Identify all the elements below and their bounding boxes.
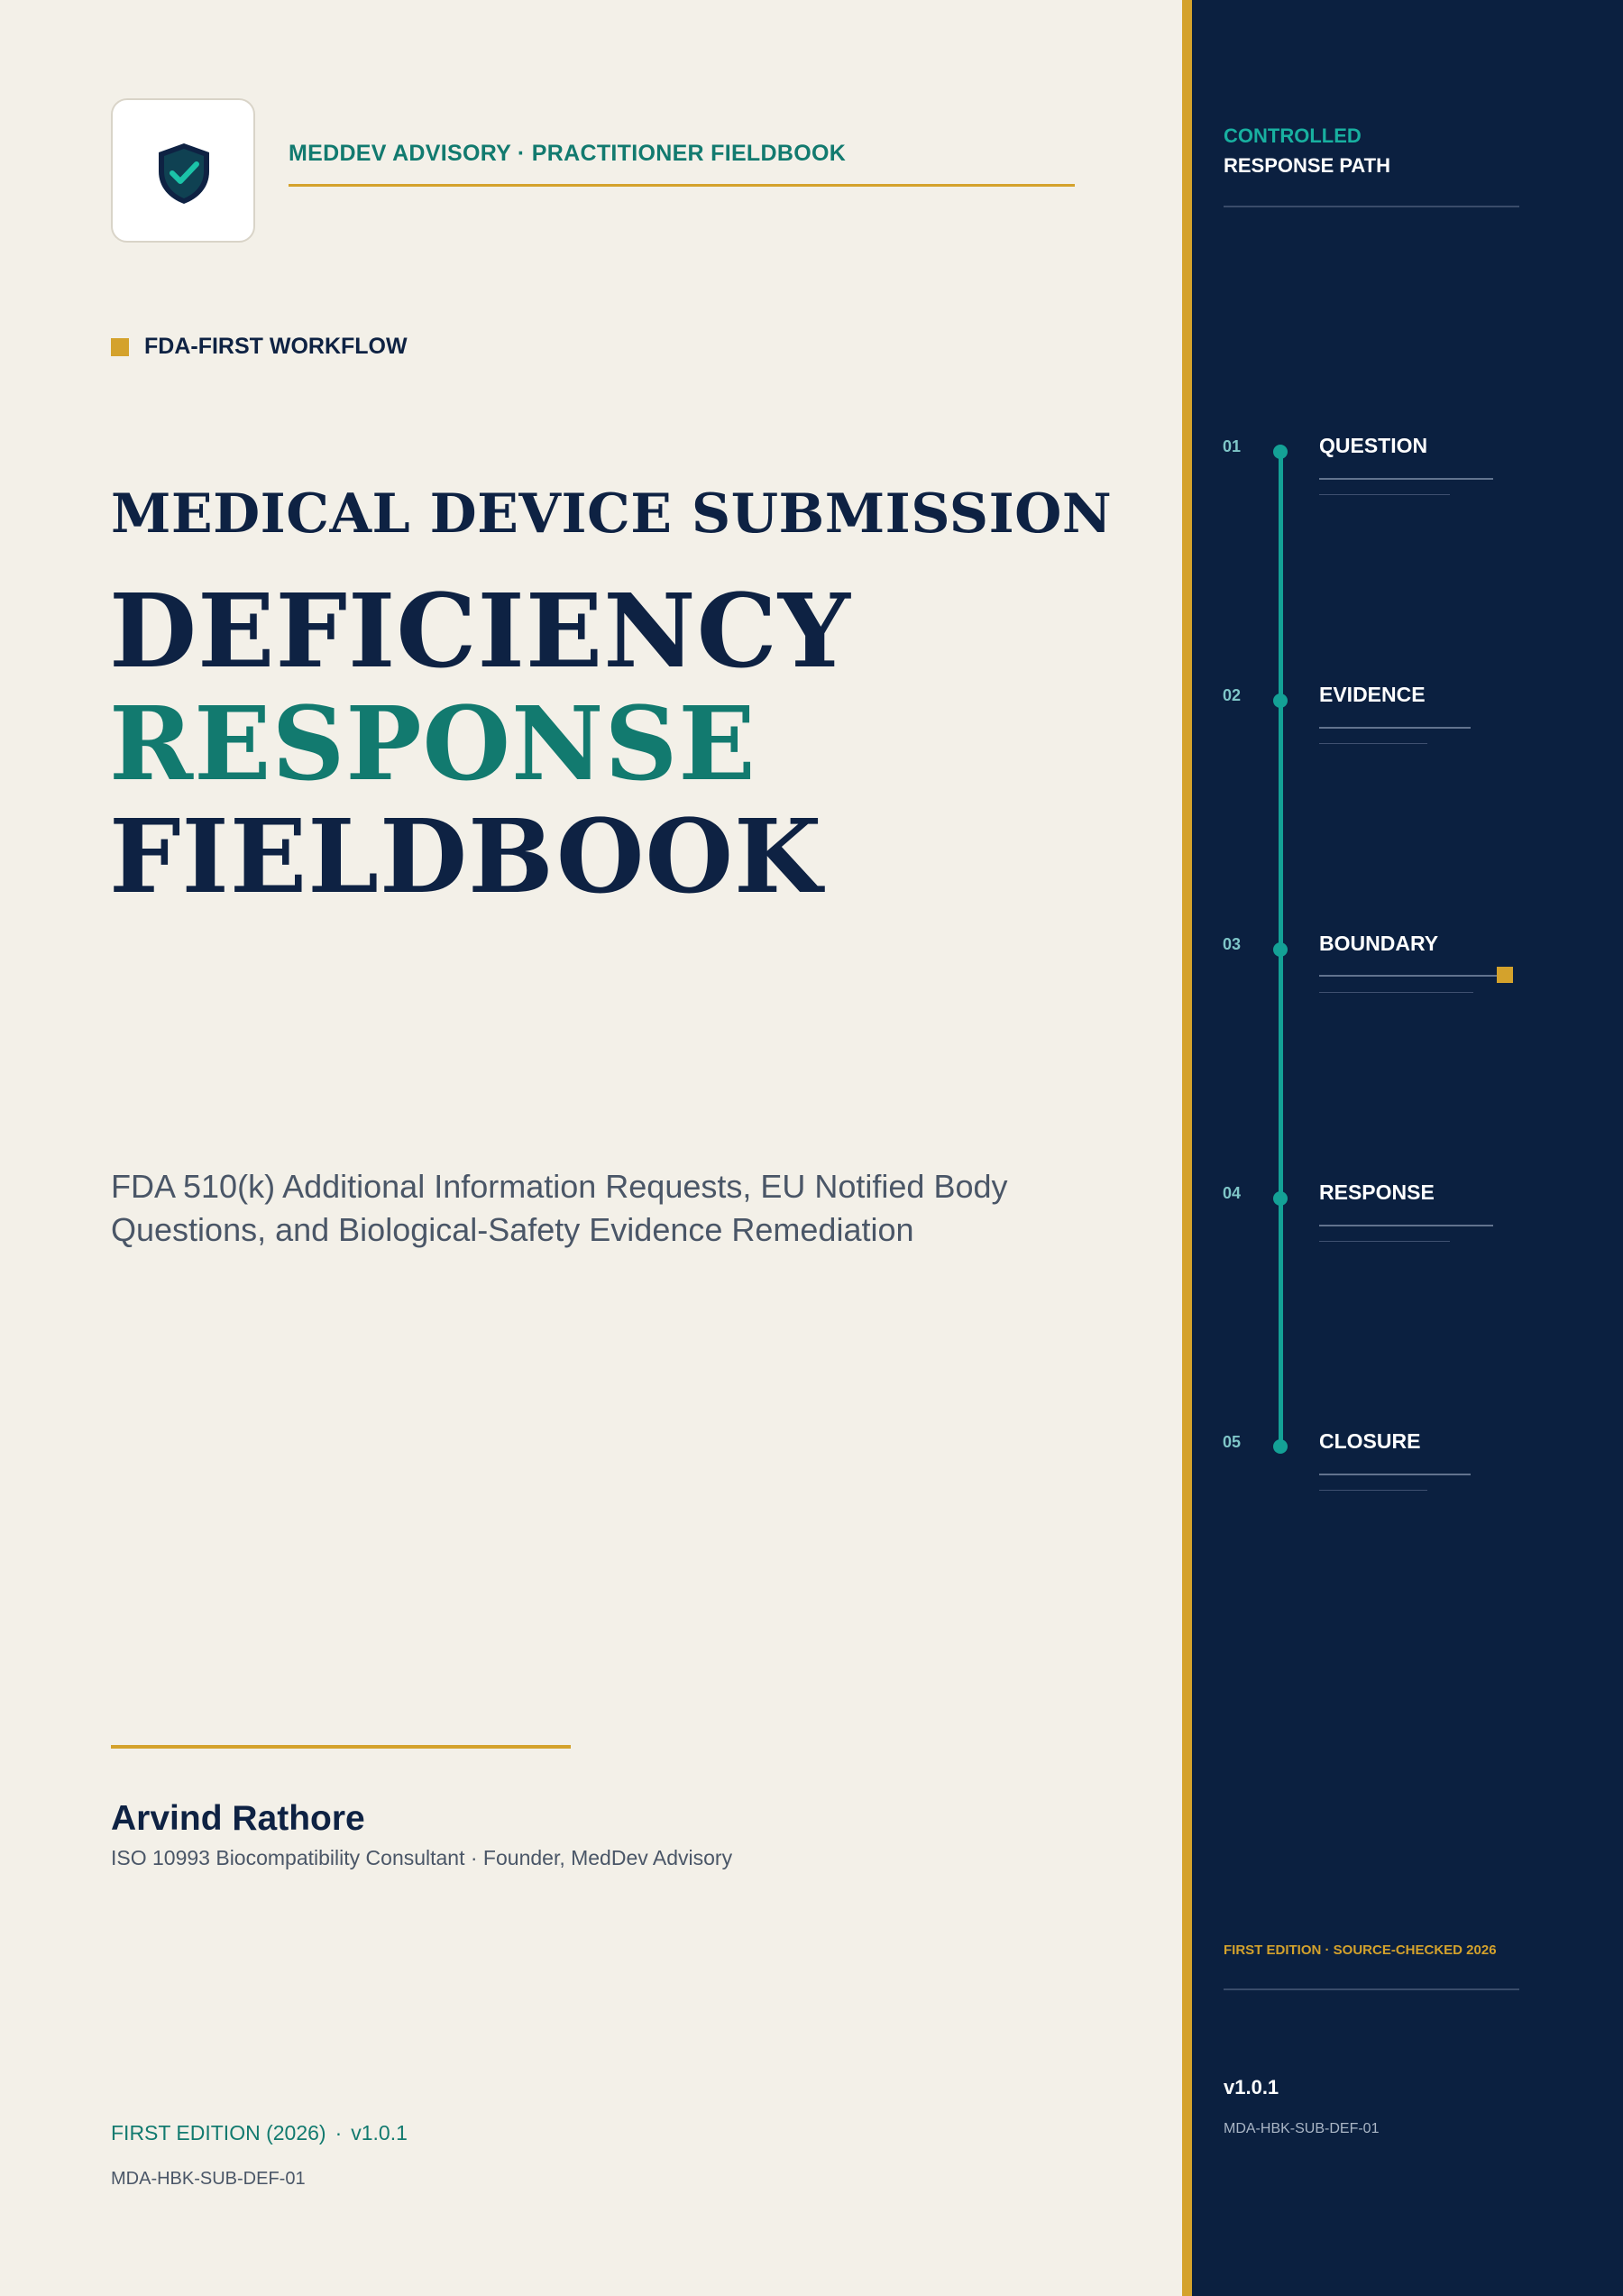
edition-version: v1.0.1	[351, 2121, 408, 2144]
step-rule	[1319, 1474, 1471, 1475]
rail-edition: FIRST EDITION · SOURCE-CHECKED 2026	[1224, 1942, 1497, 1958]
step-rule	[1319, 478, 1493, 480]
rail-version: v1.0.1	[1224, 2076, 1279, 2099]
step-rule	[1319, 1490, 1427, 1491]
step-number: 02	[1223, 686, 1242, 704]
step-rule	[1319, 975, 1513, 977]
rail-kicker: CONTROLLED	[1224, 124, 1362, 147]
step-rule	[1319, 1225, 1493, 1226]
shield-check-icon	[159, 143, 209, 204]
workflow-label: FDA-FIRST WORKFLOW	[144, 334, 408, 359]
boundary-marker	[1497, 967, 1513, 983]
workflow-marker	[111, 338, 129, 356]
step-rule	[1319, 992, 1473, 993]
step-dot	[1273, 1439, 1288, 1454]
rail-document-code: MDA-HBK-SUB-DEF-01	[1224, 2121, 1380, 2136]
step-rule	[1319, 743, 1427, 744]
response-path-rail	[1192, 0, 1623, 2296]
rail-divider-bottom	[1224, 1988, 1519, 1990]
step-rule	[1319, 494, 1450, 495]
step-number: 03	[1223, 935, 1242, 953]
step-number: 05	[1223, 1433, 1242, 1451]
step-label: QUESTION	[1319, 434, 1428, 457]
step-label: BOUNDARY	[1319, 932, 1439, 955]
title-line-1: DEFICIENCY	[109, 573, 851, 691]
subtitle: FDA 510(k) Additional Information Reques…	[111, 1168, 1008, 1248]
publisher-divider	[289, 184, 1075, 187]
edition-label: FIRST EDITION (2026)	[111, 2121, 326, 2144]
edition-line: FIRST EDITION (2026) · v1.0.1	[111, 2121, 408, 2145]
author-name: Arvind Rathore	[111, 1799, 365, 1838]
title-line-3: FIELDBOOK	[109, 798, 823, 916]
step-rule	[1319, 1241, 1450, 1242]
title-pre: MEDICAL DEVICE SUBMISSION	[111, 482, 1113, 546]
author-role: ISO 10993 Biocompatibility Consultant · …	[111, 1846, 733, 1869]
rail-divider	[1224, 206, 1519, 207]
author-divider	[111, 1745, 571, 1749]
title-line-2: RESPONSE	[109, 685, 756, 804]
step-number: 01	[1223, 437, 1242, 455]
document-code: MDA-HBK-SUB-DEF-01	[111, 2169, 306, 2189]
step-dot	[1273, 693, 1288, 708]
step-number: 04	[1223, 1184, 1242, 1202]
step-label: CLOSURE	[1319, 1429, 1421, 1453]
step-label: RESPONSE	[1319, 1180, 1435, 1204]
logo	[111, 98, 255, 243]
step-label: EVIDENCE	[1319, 683, 1426, 706]
publisher-line: MEDDEV ADVISORY · PRACTITIONER FIELDBOOK	[289, 141, 847, 166]
step-dot	[1273, 942, 1288, 957]
step-rule	[1319, 727, 1471, 729]
step-dot	[1273, 1191, 1288, 1206]
rail-title: RESPONSE PATH	[1224, 154, 1390, 177]
rail-gold-bar	[1182, 0, 1192, 2296]
step-dot	[1273, 445, 1288, 459]
edition-separator: ·	[335, 2121, 343, 2144]
